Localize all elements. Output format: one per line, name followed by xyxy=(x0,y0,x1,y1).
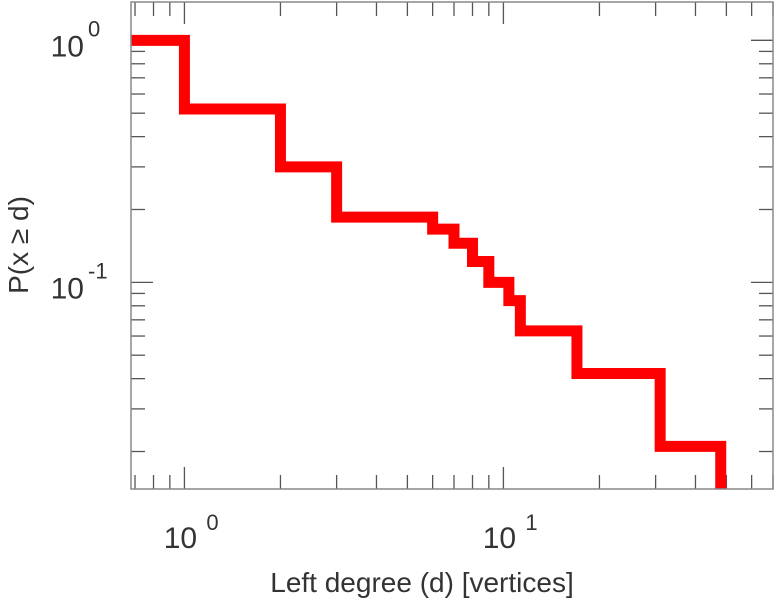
x-tick-labels: 10 0 10 1 xyxy=(164,510,538,555)
plot-frame xyxy=(130,1,774,490)
y-axis-label: P(x ≥ d) xyxy=(3,196,34,294)
x-tick-label: 10 xyxy=(164,522,197,555)
x-tick-label: 10 xyxy=(483,522,516,555)
x-tick-exponent: 0 xyxy=(206,510,218,535)
y-tick-exponent: 0 xyxy=(88,16,100,41)
y-tick-label: 10 xyxy=(51,272,84,305)
x-tick-exponent: 1 xyxy=(525,510,537,535)
series-line xyxy=(131,34,727,489)
y-tick-exponent: -1 xyxy=(88,258,108,283)
x-axis-label: Left degree (d) [vertices] xyxy=(270,567,573,598)
y-tick-label: 10 xyxy=(51,30,84,63)
